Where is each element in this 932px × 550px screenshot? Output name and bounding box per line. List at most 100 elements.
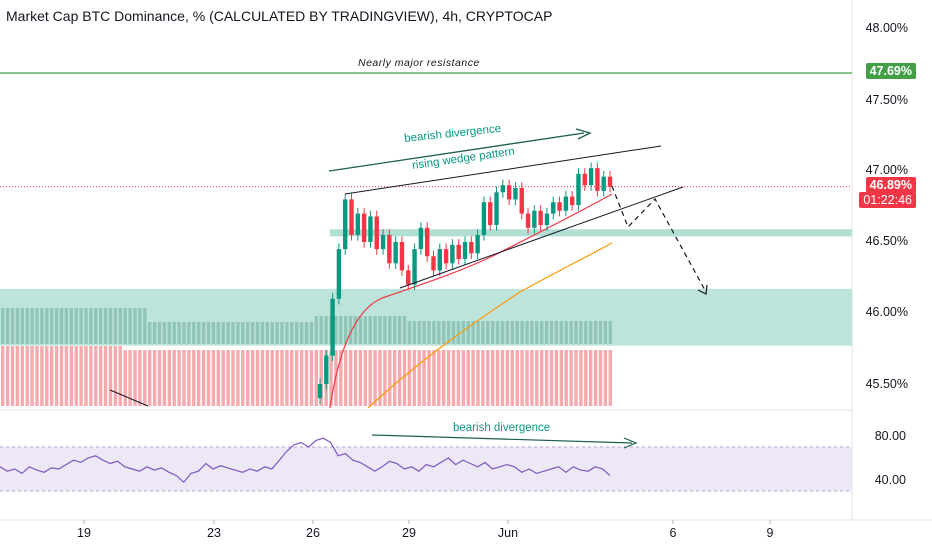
- histogram-bar-upper: [466, 321, 470, 344]
- histogram-bar-lower: [593, 350, 598, 406]
- candle-body: [399, 242, 405, 271]
- resistance-label: Nearly major resistance: [358, 57, 480, 69]
- candle-body: [343, 199, 348, 250]
- histogram-bar-upper: [59, 308, 64, 344]
- histogram-bar-upper: [113, 308, 118, 344]
- histogram-bar-upper: [535, 321, 539, 344]
- histogram-bar-upper: [368, 316, 372, 344]
- histogram-bar-lower: [54, 346, 59, 406]
- histogram-bar-lower: [10, 346, 15, 406]
- histogram-bar-lower: [510, 350, 514, 406]
- time-tick: 29: [402, 526, 416, 540]
- candle-body: [576, 173, 581, 206]
- histogram-bar-upper: [177, 322, 181, 344]
- histogram-bar-upper: [295, 322, 299, 344]
- histogram-bar-lower: [275, 350, 279, 406]
- histogram-bar-upper: [589, 321, 593, 344]
- histogram-bar-lower: [544, 350, 549, 406]
- histogram-bar-lower: [569, 350, 573, 406]
- candle-body: [582, 173, 587, 186]
- histogram-bar-upper: [608, 321, 612, 344]
- histogram-bar-lower: [589, 350, 593, 406]
- histogram-bar-upper: [348, 316, 353, 344]
- histogram-bar-upper: [417, 321, 421, 344]
- histogram-bar-upper: [530, 321, 534, 344]
- candle-body: [544, 213, 550, 225]
- histogram-bar-upper: [515, 321, 519, 344]
- histogram-bar-lower: [30, 346, 34, 406]
- histogram-bar-lower: [162, 350, 167, 406]
- histogram-bar-lower: [5, 346, 10, 406]
- candle-body: [513, 188, 518, 200]
- histogram-bar-lower: [540, 350, 544, 406]
- histogram-bar-lower: [608, 350, 612, 406]
- histogram-bar-lower: [476, 350, 480, 406]
- rsi-divergence-arrowhead: [623, 437, 638, 449]
- histogram-bar-lower: [138, 350, 142, 406]
- projected-path: [611, 185, 707, 293]
- histogram-bar-lower: [64, 346, 69, 406]
- histogram-bar-lower: [216, 350, 220, 406]
- histogram-bar-lower: [309, 350, 314, 406]
- histogram-bar-lower: [157, 350, 162, 406]
- histogram-bar-upper: [241, 322, 245, 344]
- histogram-bar-upper: [520, 321, 524, 344]
- histogram-bar-lower: [466, 350, 470, 406]
- histogram-bar-upper: [5, 308, 10, 344]
- histogram-bar-lower: [446, 350, 451, 406]
- histogram-bar-upper: [192, 322, 196, 344]
- histogram-bar-lower: [432, 350, 436, 406]
- candle-body: [469, 242, 474, 254]
- histogram-bar-lower: [515, 350, 519, 406]
- histogram-bar-lower: [353, 350, 358, 406]
- histogram-bar-upper: [226, 322, 230, 344]
- histogram-bar-lower: [108, 346, 113, 406]
- histogram-bar-lower: [427, 350, 431, 406]
- histogram-bar-lower: [99, 346, 103, 406]
- histogram-bar-upper: [182, 322, 186, 344]
- histogram-bar-upper: [525, 321, 529, 344]
- histogram-bar-upper: [99, 308, 103, 344]
- histogram-bar-upper: [574, 321, 578, 344]
- histogram-bar-lower: [40, 346, 44, 406]
- candle-body: [324, 355, 329, 384]
- chart-title: Market Cap BTC Dominance, % (CALCULATED …: [6, 8, 553, 24]
- histogram-bar-upper: [324, 316, 328, 344]
- candle-body: [355, 213, 361, 235]
- histogram-bar-lower: [265, 350, 269, 406]
- histogram-bar-upper: [378, 316, 382, 344]
- histogram-bar-upper: [383, 316, 387, 344]
- candle-body: [607, 176, 613, 187]
- candle-body: [588, 168, 594, 186]
- candle-body: [330, 298, 335, 356]
- candle-body: [336, 249, 342, 299]
- histogram-bar-lower: [255, 350, 260, 406]
- histogram-bar-lower: [201, 350, 206, 406]
- histogram-bar-lower: [319, 350, 323, 406]
- histogram-bar-lower: [339, 350, 343, 406]
- histogram-bar-lower: [456, 350, 461, 406]
- histogram-bar-upper: [476, 321, 480, 344]
- histogram-bar-lower: [500, 350, 505, 406]
- histogram-bar-upper: [593, 321, 598, 344]
- candle-body: [349, 199, 354, 235]
- histogram-bar-lower: [505, 350, 510, 406]
- histogram-bar-upper: [40, 308, 44, 344]
- histogram-bar-lower: [549, 350, 554, 406]
- candle-body: [431, 256, 436, 271]
- price-tick: 46.00%: [865, 305, 908, 319]
- histogram-bar-lower: [520, 350, 524, 406]
- rsi-divergence-arrow-line: [371, 434, 633, 444]
- histogram-bar-upper: [442, 321, 446, 344]
- histogram-bar-upper: [304, 322, 309, 344]
- histogram-bar-upper: [358, 316, 363, 344]
- candle-body: [418, 227, 424, 250]
- histogram-bar-lower: [20, 346, 24, 406]
- candle-body: [506, 185, 512, 200]
- histogram-bar-upper: [89, 308, 93, 344]
- histogram-bar-upper: [50, 308, 54, 344]
- candle-body: [368, 216, 373, 242]
- histogram-bar-lower: [206, 350, 211, 406]
- ma-long-line: [367, 242, 613, 409]
